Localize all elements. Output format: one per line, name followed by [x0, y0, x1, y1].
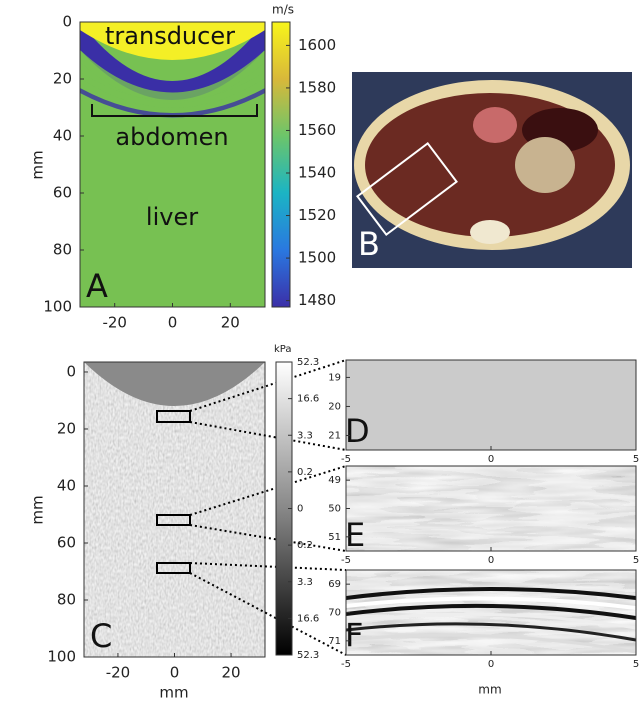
y-tick-label: 21 — [328, 430, 341, 441]
y-tick-label: 20 — [53, 70, 72, 88]
x-tick-label: -5 — [341, 454, 351, 465]
panel-a-image — [80, 22, 265, 307]
colorbar-tick-label: 3.3 — [297, 430, 313, 441]
x-tick-label: 5 — [633, 454, 639, 465]
y-tick-label: 40 — [53, 127, 72, 145]
panel-label: B — [358, 225, 380, 263]
panel-label: D — [345, 412, 370, 450]
colorbar-unit: m/s — [272, 3, 294, 17]
zoom-lines — [189, 359, 347, 656]
x-tick-label: 0 — [170, 664, 180, 682]
panel-c-image — [84, 362, 265, 657]
colorbar-tick-label: 1480 — [298, 291, 336, 309]
y-tick-label: 60 — [53, 184, 72, 202]
x-tick-label: 0 — [488, 454, 494, 465]
x-tick-label: -20 — [102, 314, 127, 332]
y-tick-label: 51 — [328, 532, 341, 543]
y-tick-label: 80 — [57, 590, 76, 608]
x-tick-label: -5 — [341, 555, 351, 566]
panel-label: E — [345, 516, 365, 554]
y-tick-label: 49 — [328, 475, 341, 486]
x-tick-label: 20 — [221, 314, 240, 332]
x-tick-label: 20 — [222, 664, 241, 682]
colorbar-tick-label: 1600 — [298, 36, 336, 54]
y-tick-label: 20 — [328, 401, 341, 412]
roi-box — [156, 562, 191, 574]
y-tick-label: 71 — [328, 636, 341, 647]
annotation: abdomen — [115, 123, 228, 151]
panel-label: C — [90, 617, 112, 655]
y-axis-label: mm — [29, 495, 47, 524]
colorbar-tick-label: 1540 — [298, 164, 336, 182]
x-axis-label: mm — [159, 684, 188, 702]
annotation: liver — [146, 203, 198, 231]
colorbar-tick-label: 52.3 — [297, 650, 319, 661]
colorbar-tick-label: 16.6 — [297, 613, 319, 624]
y-tick-label: 19 — [328, 372, 341, 383]
y-axis-label: mm — [29, 150, 47, 179]
colorbar-unit: kPa — [274, 344, 292, 355]
bracket — [91, 104, 258, 117]
y-tick-label: 20 — [57, 419, 76, 437]
colorbar-tick-label: 1500 — [298, 249, 336, 267]
x-tick-label: 5 — [633, 555, 639, 566]
colorbar-tick-label: 16.6 — [297, 394, 319, 405]
colorbar-tick-label: 3.3 — [297, 577, 313, 588]
x-tick-label: 5 — [633, 659, 639, 670]
y-tick-label: 80 — [53, 241, 72, 259]
panel-e-image — [346, 466, 636, 551]
colorbar-tick-label: 0.2 — [297, 467, 313, 478]
colorbar-tick-label: 52.3 — [297, 357, 319, 368]
y-tick-label: 60 — [57, 533, 76, 551]
x-tick-label: 0 — [488, 659, 494, 670]
colorbar-tick-label: 1520 — [298, 206, 336, 224]
y-tick-label: 0 — [66, 362, 76, 380]
panel-label: A — [86, 267, 108, 305]
y-tick-label: 100 — [47, 648, 76, 666]
colorbar-tick-label: 1580 — [298, 78, 336, 96]
x-tick-label: 0 — [488, 555, 494, 566]
colorbar — [271, 21, 291, 308]
annotation: transducer — [105, 22, 235, 50]
roi-box — [156, 410, 191, 423]
x-tick-label: 0 — [168, 314, 178, 332]
panel-f-image — [346, 570, 636, 655]
x-tick-label: -5 — [341, 659, 351, 670]
x-tick-label: -20 — [106, 664, 131, 682]
x-axis-label: mm — [478, 683, 501, 697]
colorbar-tick-label: 1560 — [298, 121, 336, 139]
y-tick-label: 69 — [328, 579, 341, 590]
y-tick-label: 40 — [57, 476, 76, 494]
panel-c-region — [84, 362, 265, 406]
y-tick-label: 50 — [328, 504, 341, 515]
y-tick-label: 100 — [43, 298, 72, 316]
y-tick-label: 0 — [62, 13, 72, 31]
colorbar-tick-label: 0 — [297, 504, 303, 515]
colorbar-tick-label: 0.2 — [297, 540, 313, 551]
panel-b-image — [352, 72, 632, 268]
roi-box — [156, 514, 191, 526]
panel-d-image — [346, 360, 636, 450]
y-tick-label: 70 — [328, 608, 341, 619]
panel-label: F — [345, 616, 363, 654]
